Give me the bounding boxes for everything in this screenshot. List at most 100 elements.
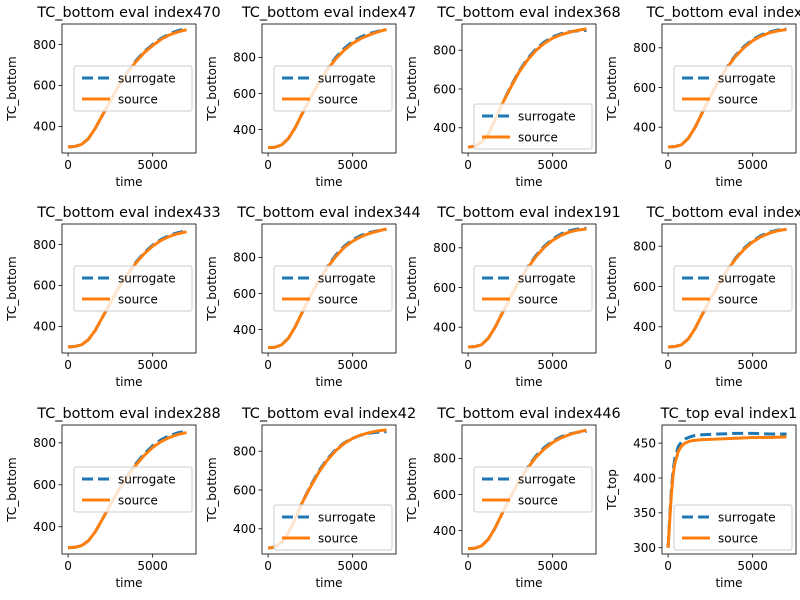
y-tick-label: 600	[433, 82, 456, 96]
legend-label: surrogate	[118, 472, 176, 486]
legend-label: source	[718, 92, 758, 106]
legend: surrogate source	[673, 65, 793, 112]
x-axis-label: time	[515, 576, 542, 590]
axes-frame	[261, 23, 397, 154]
y-axis-label: TC_bottom	[205, 56, 219, 121]
legend-label: surrogate	[718, 510, 776, 524]
x-tick-label: 0	[664, 559, 672, 573]
axes-frame	[661, 223, 797, 354]
legend-label: source	[318, 292, 358, 306]
y-tick-label: 800	[233, 444, 256, 458]
x-axis-label: time	[315, 576, 342, 590]
subplot-title: TC_bottom eval index42	[241, 406, 416, 422]
x-axis-label: time	[115, 576, 142, 590]
legend-label: source	[518, 493, 558, 507]
y-axis-label: TC_bottom	[5, 56, 19, 121]
x-tick-label: 5000	[537, 158, 568, 172]
subplot-10: 0 5000 400 600 800 time TC_bottom TC_bottom eva…	[205, 406, 416, 590]
y-tick-label: 400	[233, 522, 256, 536]
y-axis-label: TC_top	[605, 469, 619, 511]
legend-label: source	[118, 493, 158, 507]
legend-label: surrogate	[318, 71, 376, 85]
legend: surrogate source	[73, 265, 193, 312]
legend-label: surrogate	[118, 271, 176, 285]
axes-frame	[261, 223, 397, 354]
y-tick-label: 800	[233, 251, 256, 265]
legend-label: surrogate	[118, 71, 176, 85]
plot-area	[666, 431, 787, 548]
axes-frame	[661, 424, 797, 555]
y-tick-label: 450	[633, 436, 656, 450]
x-tick-label: 5000	[137, 358, 168, 372]
subplot-title: TC_bottom eval index288	[36, 406, 220, 422]
subplot-title: TC_bottom eval index344	[236, 205, 420, 221]
y-tick-label: 600	[233, 287, 256, 301]
y-tick-label: 600	[633, 280, 656, 294]
y-tick-label: 400	[433, 524, 456, 538]
axes-frame	[61, 424, 197, 555]
subplot-11: 0 5000 400 600 800 time TC_bottom TC_bottom eva…	[405, 406, 621, 590]
subplot-title: TC_bottom eval index1	[645, 205, 800, 221]
subplot-1: 0 5000 400 600 800 time TC_bottom TC_bottom eva…	[5, 5, 221, 189]
x-tick-label: 5000	[737, 559, 768, 573]
x-tick-label: 0	[64, 158, 72, 172]
x-tick-label: 0	[264, 158, 272, 172]
legend-label: source	[318, 531, 358, 545]
x-axis-label: time	[715, 576, 742, 590]
y-tick-label: 400	[33, 520, 56, 534]
y-tick-label: 600	[233, 87, 256, 101]
y-tick-label: 300	[633, 541, 656, 555]
subplot-title: TC_bottom eval index1	[645, 5, 800, 21]
legend: surrogate source	[673, 504, 793, 551]
legend-label: surrogate	[318, 510, 376, 524]
legend: surrogate source	[473, 466, 593, 513]
x-axis-label: time	[315, 375, 342, 389]
x-tick-label: 5000	[137, 158, 168, 172]
y-tick-label: 400	[633, 471, 656, 485]
y-tick-label: 400	[33, 120, 56, 134]
y-tick-label: 800	[433, 241, 456, 255]
x-tick-label: 5000	[337, 158, 368, 172]
y-axis-label: TC_bottom	[405, 56, 419, 121]
y-tick-label: 600	[33, 79, 56, 93]
legend-label: surrogate	[718, 271, 776, 285]
x-axis-label: time	[115, 375, 142, 389]
legend: surrogate source	[73, 466, 193, 513]
legend-label: surrogate	[318, 271, 376, 285]
x-axis-label: time	[515, 175, 542, 189]
subplot-title: TC_bottom eval index470	[36, 5, 220, 21]
subplot-2: 0 5000 400 600 800 time TC_bottom TC_bottom eva…	[205, 5, 416, 189]
legend-label: source	[518, 130, 558, 144]
subplot-8: 0 5000 400 600 800 time TC_bottom TC_bottom eva…	[605, 205, 800, 389]
legend: surrogate source	[73, 65, 193, 112]
legend-label: surrogate	[518, 472, 576, 486]
x-tick-label: 5000	[137, 559, 168, 573]
y-tick-label: 800	[433, 452, 456, 466]
legend-label: source	[718, 292, 758, 306]
legend-label: source	[718, 531, 758, 545]
subplot-6: 0 5000 400 600 800 time TC_bottom TC_bottom eva…	[205, 205, 421, 389]
x-tick-label: 5000	[537, 559, 568, 573]
x-axis-label: time	[715, 175, 742, 189]
legend: surrogate source	[273, 265, 393, 312]
subplot-5: 0 5000 400 600 800 time TC_bottom TC_bottom eva…	[5, 205, 221, 389]
y-tick-label: 600	[433, 488, 456, 502]
x-tick-label: 0	[264, 358, 272, 372]
x-tick-label: 5000	[737, 358, 768, 372]
x-axis-label: time	[115, 175, 142, 189]
legend-label: surrogate	[518, 109, 576, 123]
y-tick-label: 600	[233, 483, 256, 497]
subplot-4: 0 5000 400 600 800 time TC_bottom TC_bottom eva…	[605, 5, 800, 189]
y-tick-label: 350	[633, 506, 656, 520]
y-tick-label: 800	[633, 41, 656, 55]
x-tick-label: 0	[464, 358, 472, 372]
legend: surrogate source	[273, 504, 393, 551]
y-tick-label: 400	[633, 121, 656, 135]
y-axis-label: TC_bottom	[5, 256, 19, 321]
y-tick-label: 600	[433, 281, 456, 295]
legend: surrogate source	[473, 265, 593, 312]
x-tick-label: 0	[264, 559, 272, 573]
subplot-title: TC_bottom eval index433	[36, 205, 220, 221]
y-axis-label: TC_bottom	[605, 56, 619, 121]
x-tick-label: 0	[64, 358, 72, 372]
